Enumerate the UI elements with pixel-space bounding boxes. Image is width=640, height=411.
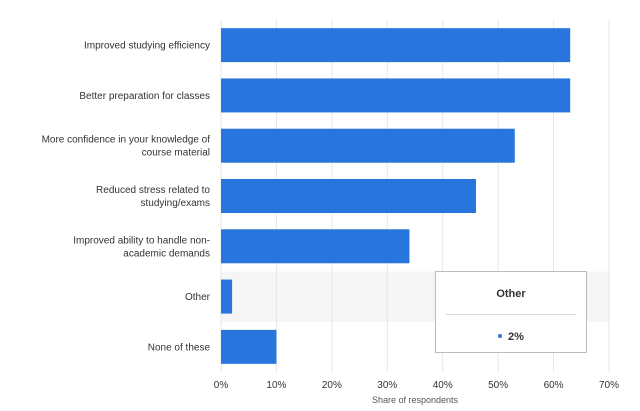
bar[interactable]: [221, 179, 476, 213]
category-label: Other: [185, 292, 211, 303]
tooltip-divider: [446, 314, 576, 315]
bar[interactable]: [221, 229, 410, 264]
x-axis-title: Share of respondents: [372, 395, 459, 405]
bar[interactable]: [221, 128, 515, 163]
tick-label: 60%: [544, 380, 564, 391]
tick-label: 30%: [377, 380, 397, 391]
tick-label: 40%: [433, 380, 453, 391]
bars: [221, 28, 571, 364]
bar[interactable]: [221, 78, 571, 113]
tooltip-title: Other: [496, 288, 526, 300]
category-labels: Improved studying efficiency Better prepa…: [42, 41, 211, 354]
tooltip: Other 2%: [435, 271, 587, 353]
category-label: None of these: [148, 342, 211, 353]
category-label: Improved ability to handle non-academic …: [73, 235, 210, 259]
tick-label: 0%: [214, 380, 229, 391]
tick-label: 70%: [599, 380, 619, 391]
tick-label: 50%: [488, 380, 508, 391]
category-label: Reduced stress related to studying/exams: [96, 185, 210, 209]
tooltip-row: 2%: [436, 331, 586, 343]
bar[interactable]: [221, 329, 277, 364]
category-label: Improved studying efficiency: [84, 41, 210, 52]
bar[interactable]: [221, 28, 571, 63]
category-label: More confidence in your knowledge of cour…: [42, 135, 211, 159]
category-label: Better preparation for classes: [79, 91, 210, 102]
series-dot-icon: [498, 334, 503, 339]
tick-label: 10%: [266, 380, 286, 391]
tick-labels: 0% 10% 20% 30% 40% 50% 60% 70%: [214, 380, 619, 391]
tooltip-value: 2%: [508, 331, 524, 343]
bar[interactable]: [221, 279, 233, 314]
tick-label: 20%: [322, 380, 342, 391]
